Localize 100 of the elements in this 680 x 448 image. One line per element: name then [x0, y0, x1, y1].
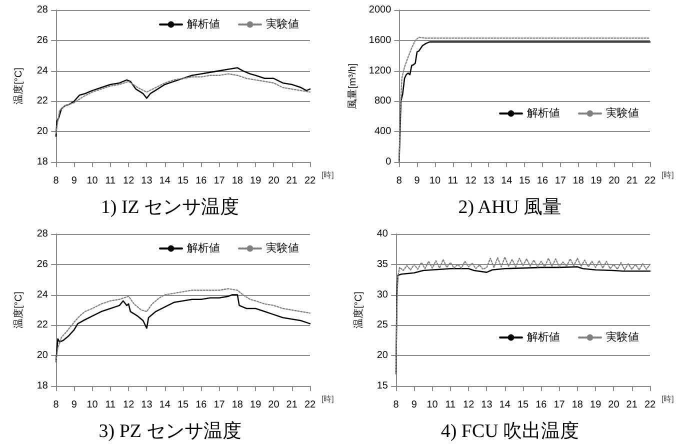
x-tick-label: 11	[105, 400, 116, 410]
y-tick-label: 18	[36, 380, 48, 392]
y-tick-label: 20	[36, 126, 48, 138]
y-tick-label: 26	[36, 258, 48, 270]
legend-label: 実験値	[606, 330, 639, 344]
text: 1) IZ センサ温度	[100, 196, 240, 218]
x-tick-label: 19	[250, 400, 262, 410]
text: 2) AHU 風量	[458, 197, 562, 218]
y-axis-title: 温度[°C]	[12, 67, 24, 104]
y-axis-title: 風量[m³/h]	[348, 63, 358, 109]
x-tick-label: 19	[250, 176, 262, 186]
x-tick-label: 17	[214, 400, 226, 410]
x-tick-label: 20	[608, 176, 620, 186]
x-tick-label: 20	[268, 400, 280, 410]
y-tick-label: 400	[374, 126, 392, 138]
legend-label: 解析値	[187, 242, 220, 254]
x-tick-label: 21	[286, 400, 298, 410]
x-tick-label: 15	[517, 400, 529, 410]
legend-label: 実験値	[606, 106, 639, 120]
x-tick-label: 21	[626, 400, 638, 410]
x-axis-title: [時]	[661, 170, 674, 180]
x-tick-label: 15	[177, 400, 189, 410]
y-tick-label: 24	[36, 65, 48, 76]
x-tick-label: 12	[123, 176, 135, 186]
text: 3) PZ センサ温度	[98, 420, 242, 442]
x-tick-label: 10	[429, 176, 441, 186]
legend-label: 解析値	[527, 332, 560, 344]
x-tick-label: 9	[71, 176, 78, 186]
x-tick-label: 17	[554, 176, 566, 186]
y-axis-title: 温度[°C]	[12, 291, 24, 328]
y-tick-label: 2000	[368, 4, 392, 16]
legend-label: 実験値	[266, 18, 299, 30]
x-tick-label: 8	[53, 400, 60, 410]
x-axis-title: [時]	[321, 170, 334, 180]
x-tick-label: 8	[393, 400, 400, 410]
y-tick-label: 800	[374, 96, 392, 107]
x-tick-label: 18	[572, 176, 584, 186]
legend-label: 解析値	[187, 18, 220, 30]
y-tick-label: 20	[376, 350, 388, 362]
y-tick-label: 0	[386, 156, 392, 168]
y-tick-label: 40	[376, 228, 388, 240]
x-tick-label: 20	[608, 400, 620, 410]
x-tick-label: 14	[159, 176, 171, 186]
x-tick-label: 22	[644, 400, 656, 410]
y-tick-label: 22	[36, 96, 48, 107]
x-axis-title: [時]	[661, 394, 674, 404]
y-axis-title: 温度[°C]	[352, 291, 364, 328]
x-tick-label: 10	[86, 176, 98, 186]
x-tick-label: 12	[463, 400, 475, 410]
x-tick-label: 16	[196, 176, 208, 186]
x-tick-label: 22	[304, 176, 316, 186]
x-tick-label: 13	[483, 176, 495, 186]
y-tick-label: 30	[376, 289, 388, 300]
x-tick-label: 11	[445, 400, 456, 410]
x-tick-label: 16	[536, 400, 548, 410]
x-tick-label: 18	[572, 400, 584, 410]
x-tick-label: 14	[501, 176, 513, 186]
y-tick-label: 28	[36, 228, 48, 240]
y-tick-label: 15	[376, 380, 388, 392]
y-tick-label: 35	[376, 258, 388, 270]
y-tick-label: 28	[36, 4, 48, 16]
x-tick-label: 12	[465, 176, 477, 186]
legend-label: 実験値	[266, 242, 299, 254]
y-tick-label: 22	[36, 320, 48, 331]
x-tick-label: 9	[71, 400, 78, 410]
x-tick-label: 17	[554, 400, 566, 410]
x-tick-label: 17	[214, 176, 226, 186]
x-tick-label: 18	[232, 176, 244, 186]
x-tick-label: 8	[396, 176, 402, 186]
x-tick-label: 10	[426, 400, 438, 410]
x-tick-label: 13	[481, 400, 493, 410]
legend-label: 解析値	[527, 108, 560, 120]
x-tick-label: 13	[141, 400, 153, 410]
x-tick-label: 8	[53, 176, 60, 186]
x-tick-label: 16	[196, 400, 208, 410]
x-tick-label: 18	[232, 400, 244, 410]
x-tick-label: 14	[159, 400, 171, 410]
y-tick-label: 26	[36, 34, 48, 46]
x-tick-label: 22	[304, 400, 316, 410]
x-tick-label: 10	[86, 400, 98, 410]
x-tick-label: 15	[519, 176, 531, 186]
x-tick-label: 11	[105, 176, 116, 186]
y-tick-label: 25	[376, 320, 388, 331]
y-tick-label: 1600	[368, 34, 392, 46]
y-tick-label: 24	[36, 289, 48, 300]
x-tick-label: 19	[590, 400, 602, 410]
x-tick-label: 12	[123, 400, 135, 410]
x-tick-label: 19	[590, 176, 602, 186]
x-tick-label: 11	[448, 176, 459, 186]
x-axis-title: [時]	[321, 394, 334, 404]
x-tick-label: 14	[499, 400, 511, 410]
y-tick-label: 18	[36, 156, 48, 168]
x-tick-label: 15	[177, 176, 189, 186]
x-tick-label: 21	[286, 176, 298, 186]
text: 4) FCU 吹出温度	[440, 420, 580, 442]
x-tick-label: 16	[536, 176, 548, 186]
y-tick-label: 1200	[368, 65, 392, 76]
x-tick-label: 22	[644, 176, 656, 186]
x-tick-label: 20	[268, 176, 280, 186]
x-tick-label: 9	[414, 176, 420, 186]
